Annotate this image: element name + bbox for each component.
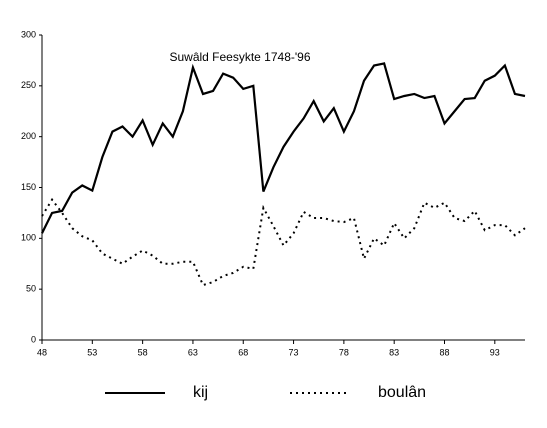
x-tick-label: 68 bbox=[238, 347, 248, 357]
x-tick-label: 58 bbox=[138, 347, 148, 357]
series-line bbox=[41, 62, 526, 234]
x-tick-label: 93 bbox=[490, 347, 500, 357]
x-tick-label: 53 bbox=[87, 347, 97, 357]
x-tick-label: 48 bbox=[37, 347, 47, 357]
x-tick-label: 73 bbox=[289, 347, 299, 357]
annotation: Suwâld Feesykte 1748-'96 bbox=[169, 50, 310, 64]
series-line bbox=[41, 197, 526, 287]
x-tick-label: 78 bbox=[339, 347, 349, 357]
y-tick-label: 100 bbox=[21, 233, 36, 243]
y-tick-label: 150 bbox=[21, 182, 36, 192]
legend-label: boulân bbox=[378, 384, 426, 401]
x-tick-label: 88 bbox=[439, 347, 449, 357]
y-tick-label: 300 bbox=[21, 29, 36, 39]
y-tick-label: 250 bbox=[21, 80, 36, 90]
legend-label: kij bbox=[193, 384, 208, 401]
x-tick-label: 63 bbox=[188, 347, 198, 357]
y-tick-label: 50 bbox=[26, 284, 36, 294]
y-tick-label: 0 bbox=[31, 334, 36, 344]
y-tick-label: 200 bbox=[21, 131, 36, 141]
x-tick-label: 83 bbox=[389, 347, 399, 357]
